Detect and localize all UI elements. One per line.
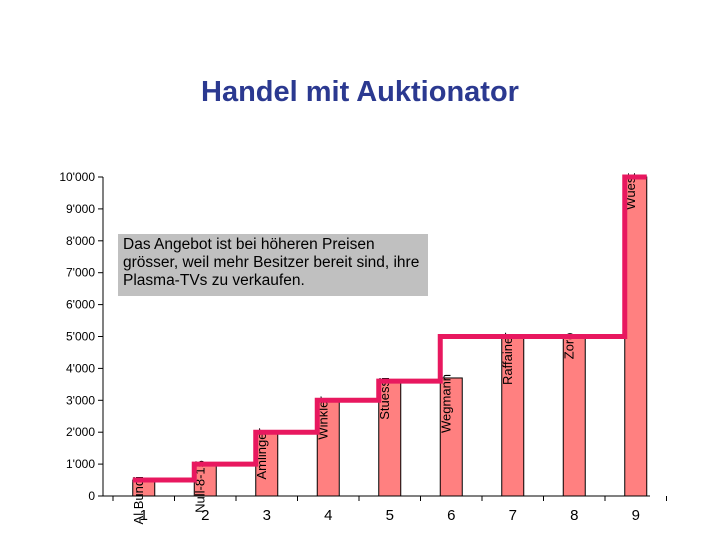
- bars: [132, 176, 648, 497]
- x-tick-label: 6: [447, 507, 455, 524]
- step-line: [132, 174, 647, 483]
- x-tick-label: 1: [140, 507, 148, 524]
- x-tick-label: 7: [509, 507, 517, 524]
- y-tick-label: 4'000: [66, 361, 95, 375]
- chart-title: Handel mit Auktionator: [201, 76, 519, 108]
- y-axis: 0 1'000 2'000 3'000 4'000 5'000 6'000 7'000 8'00…: [59, 170, 103, 503]
- x-tick-label: 5: [386, 507, 394, 524]
- bar-label: Al Bundi: [131, 476, 146, 525]
- x-tick-label: 4: [324, 507, 332, 524]
- y-tick-label: 0: [88, 489, 95, 503]
- bar-label: Zoro: [561, 333, 576, 360]
- bar-label: Raffainer: [500, 332, 515, 385]
- y-tick-label: 9'000: [66, 202, 95, 216]
- x-axis: 1 2 3 4 5 6 7 8 9: [112, 496, 667, 524]
- bar-label: Wegmann: [438, 374, 453, 433]
- y-tick-label: 10'000: [59, 170, 95, 184]
- bar: [562, 336, 586, 497]
- x-tick-label: 9: [632, 507, 640, 524]
- y-tick-label: 1'000: [66, 457, 95, 471]
- x-tick-label: 3: [263, 507, 271, 524]
- x-tick-label: 2: [201, 507, 209, 524]
- y-tick-label: 8'000: [66, 234, 95, 248]
- bar: [624, 176, 648, 497]
- y-tick-label: 7'000: [66, 266, 95, 280]
- annotation: Das Angebot ist bei höheren Preisen grös…: [118, 234, 428, 296]
- x-tick-label: 8: [570, 507, 578, 524]
- y-tick-label: 2'000: [66, 425, 95, 439]
- y-tick-label: 5'000: [66, 330, 95, 344]
- y-tick-label: 6'000: [66, 298, 95, 312]
- y-tick-label: 3'000: [66, 393, 95, 407]
